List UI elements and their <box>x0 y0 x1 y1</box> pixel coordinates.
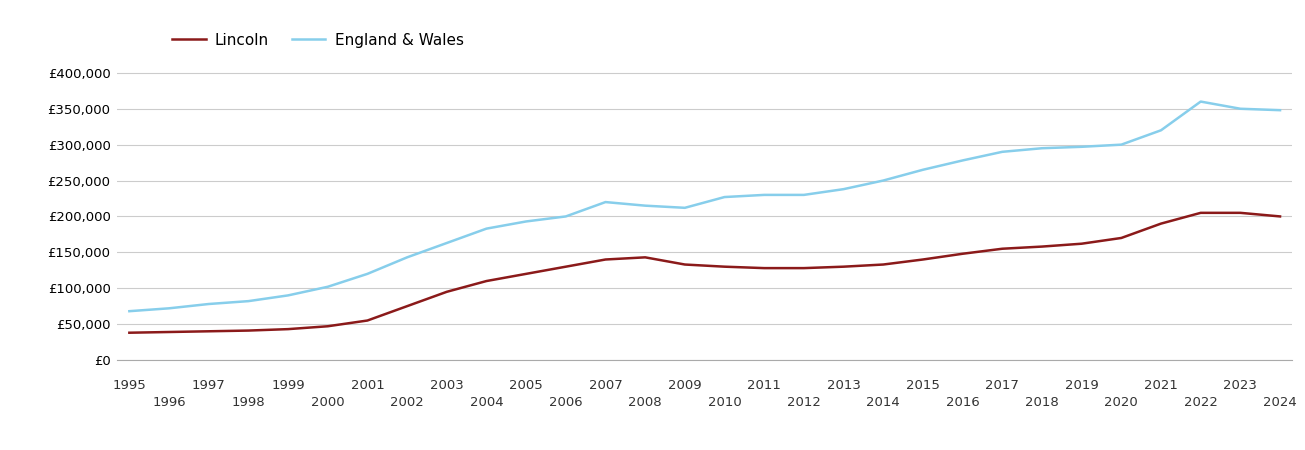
Lincoln <box>796 266 812 271</box>
Text: 2000: 2000 <box>311 396 345 409</box>
Lincoln <box>677 262 693 267</box>
Lincoln <box>1272 214 1288 219</box>
Lincoln <box>876 262 891 267</box>
Lincoln <box>479 279 495 284</box>
Lincoln <box>598 257 613 262</box>
Text: 2017: 2017 <box>985 379 1019 392</box>
Text: 2014: 2014 <box>867 396 900 409</box>
Lincoln <box>162 329 177 335</box>
Text: 1996: 1996 <box>153 396 185 409</box>
Text: 2019: 2019 <box>1065 379 1099 392</box>
Lincoln <box>757 266 773 271</box>
England & Wales <box>677 205 693 211</box>
Lincoln <box>518 271 534 277</box>
England & Wales <box>1232 106 1248 112</box>
Lincoln <box>201 328 217 334</box>
Lincoln <box>1074 241 1090 247</box>
Text: 2011: 2011 <box>748 379 782 392</box>
Text: 2001: 2001 <box>351 379 384 392</box>
England & Wales <box>479 226 495 231</box>
England & Wales <box>835 186 851 192</box>
Lincoln <box>716 264 732 270</box>
England & Wales <box>955 158 971 163</box>
England & Wales <box>162 306 177 311</box>
Lincoln <box>1154 221 1169 226</box>
Text: 2016: 2016 <box>946 396 980 409</box>
Text: 2005: 2005 <box>509 379 543 392</box>
England & Wales <box>876 178 891 183</box>
England & Wales <box>201 302 217 307</box>
Text: 2006: 2006 <box>549 396 582 409</box>
England & Wales <box>1074 144 1090 149</box>
Text: 2010: 2010 <box>707 396 741 409</box>
Lincoln <box>1193 210 1208 216</box>
England & Wales <box>637 203 652 208</box>
Text: 2015: 2015 <box>906 379 940 392</box>
Text: 1998: 1998 <box>231 396 265 409</box>
Line: Lincoln: Lincoln <box>129 213 1280 333</box>
England & Wales <box>240 298 256 304</box>
Text: 2008: 2008 <box>629 396 662 409</box>
England & Wales <box>915 167 930 172</box>
Lincoln <box>955 251 971 256</box>
England & Wales <box>121 309 137 314</box>
England & Wales <box>320 284 335 289</box>
Text: 2007: 2007 <box>589 379 622 392</box>
Lincoln <box>399 303 415 309</box>
Text: 2004: 2004 <box>470 396 504 409</box>
England & Wales <box>518 219 534 224</box>
England & Wales <box>1034 145 1049 151</box>
Text: 2012: 2012 <box>787 396 821 409</box>
Lincoln <box>121 330 137 335</box>
Lincoln <box>320 324 335 329</box>
Text: 2009: 2009 <box>668 379 702 392</box>
Lincoln <box>835 264 851 270</box>
Text: 1995: 1995 <box>112 379 146 392</box>
England & Wales <box>1193 99 1208 104</box>
Line: England & Wales: England & Wales <box>129 102 1280 311</box>
Lincoln <box>1232 210 1248 216</box>
Lincoln <box>637 255 652 260</box>
England & Wales <box>598 199 613 205</box>
England & Wales <box>281 292 296 298</box>
Lincoln <box>1034 244 1049 249</box>
Text: 2002: 2002 <box>390 396 424 409</box>
England & Wales <box>757 192 773 198</box>
Lincoln <box>1113 235 1129 241</box>
Text: 1999: 1999 <box>271 379 305 392</box>
England & Wales <box>796 192 812 198</box>
Legend: Lincoln, England & Wales: Lincoln, England & Wales <box>172 33 463 48</box>
Lincoln <box>915 257 930 262</box>
Text: 2018: 2018 <box>1026 396 1058 409</box>
Lincoln <box>994 246 1010 252</box>
Lincoln <box>281 326 296 332</box>
Text: 2022: 2022 <box>1184 396 1218 409</box>
Lincoln <box>240 328 256 333</box>
England & Wales <box>1272 108 1288 113</box>
Lincoln <box>559 264 574 270</box>
England & Wales <box>559 214 574 219</box>
Lincoln <box>438 289 454 294</box>
England & Wales <box>360 271 376 277</box>
Text: 2013: 2013 <box>826 379 860 392</box>
England & Wales <box>399 255 415 260</box>
Text: 2021: 2021 <box>1144 379 1178 392</box>
Text: 1997: 1997 <box>192 379 226 392</box>
England & Wales <box>716 194 732 200</box>
England & Wales <box>1154 128 1169 133</box>
England & Wales <box>994 149 1010 154</box>
Text: 2024: 2024 <box>1263 396 1297 409</box>
Lincoln <box>360 318 376 323</box>
Text: 2003: 2003 <box>429 379 463 392</box>
England & Wales <box>1113 142 1129 147</box>
Text: 2023: 2023 <box>1223 379 1257 392</box>
England & Wales <box>438 240 454 246</box>
Text: 2020: 2020 <box>1104 396 1138 409</box>
